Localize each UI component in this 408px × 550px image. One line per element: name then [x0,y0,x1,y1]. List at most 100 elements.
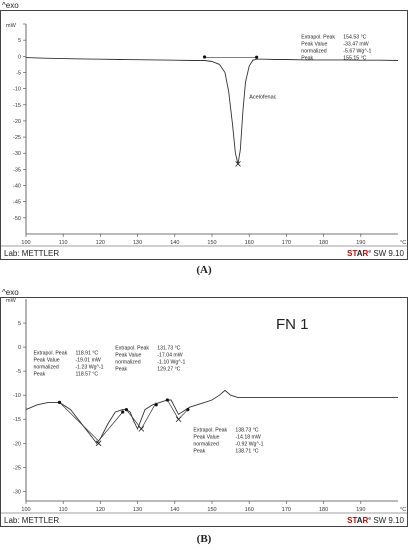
x-tick-label: 120 [96,240,105,246]
brand-r: R [363,249,369,258]
x-tick-label: 100 [21,240,30,246]
x-tick-label: 140 [170,240,179,246]
y-tick-label: -30 [13,151,21,157]
y-tick-label: -30 [13,489,21,495]
x-tick-label: 160 [245,507,254,513]
result-value: 138.73 °C [235,427,258,433]
footer-software-label: STARe SW 9.10 [347,516,404,525]
dsc-chart-a: ^exo mW °C 5 0 -5 -10 -15 -20 -25 -30 -35 -40 -45 -50 1… [0,0,408,260]
result-label: Extrapol. Peak [193,427,227,433]
x-tick-label: 140 [170,507,179,513]
baseline-point-marker [121,410,125,414]
x-tick-label: 130 [133,507,142,513]
result-label: Peak [193,448,205,454]
result-label: Peak [301,56,313,62]
footer-software-label: STARe SW 9.10 [347,249,404,258]
chart-title: FN 1 [276,316,309,333]
result-value: -5.67 Wg^-1 [343,49,371,55]
peak-result-block: Extrapol. Peak 138.73 °C Peak Value -14.18 … [193,427,263,454]
cross-stroke [235,161,241,167]
y-tick-label: -10 [13,393,21,399]
dsc-chart-b: ^exo mW °C 5 0 -5 -10 -15 -20 -25 -30 100 110 120 130 1… [0,287,408,527]
exo-label: ^exo [2,1,19,10]
result-value: 129.27 °C [157,367,180,373]
x-tick-label: 110 [59,507,68,513]
peak-cross-marker [235,161,241,167]
result-label: Peak Value [115,353,141,359]
chart-svg: ^exo mW °C 5 0 -5 -10 -15 -20 -25 -30 -35 -40 -45 -50 1… [0,1,408,260]
result-label: normalized [301,49,326,55]
y-tick-label: 5 [18,38,21,44]
baseline-point-marker [57,400,62,405]
baseline-point-marker [165,398,169,402]
result-value: -1.10 Wg^-1 [157,360,185,366]
result-value: 155.15 °C [343,56,366,62]
baseline-point-marker [186,408,190,412]
peak-cross-marker [175,416,182,423]
y-tick-label: -20 [13,119,21,125]
x-tick-label: 160 [245,240,254,246]
brand-a: A [357,516,363,525]
result-label: Extrapol. Peak [301,35,335,41]
y-tick-label: -5 [16,70,21,76]
result-value: 154.53 °C [343,35,366,41]
result-label: Peak [115,367,127,373]
x-tick-label: 180 [319,507,328,513]
x-tick-label: 190 [356,240,365,246]
x-tick-label: 180 [319,240,328,246]
y-tick-label: -25 [13,135,21,141]
x-tick-label: 170 [282,507,291,513]
x-tick-label: 120 [96,507,105,513]
x-tick-label: 150 [207,507,216,513]
y-unit-label: mW [6,23,17,29]
y-tick-label: -35 [13,167,21,173]
integration-baseline [167,399,189,420]
result-label: normalized [115,360,140,366]
caption-b: (B) [196,533,212,545]
brand-version: SW 9.10 [371,516,404,525]
footer-lab-label: Lab: METTLER [4,249,59,258]
result-value: 138.71 °C [235,448,258,454]
result-value: -14.18 mW [235,434,260,440]
y-tick-label: -45 [13,200,21,206]
peak-result-block: Extrapol. Peak 154.53 °C Peak Value -33.47 … [301,35,371,62]
y-tick-label: -15 [13,417,21,423]
result-label: Peak Value [33,357,59,363]
x-tick-label: 100 [21,507,30,513]
y-tick-label: -10 [13,87,21,93]
result-label: Peak Value [193,434,219,440]
y-tick-label: -50 [13,216,21,222]
baseline-point-marker [124,408,129,412]
brand-st: ST [347,516,357,525]
result-label: Extrapol. Peak [115,346,149,352]
baseline-point-marker [154,403,158,407]
y-tick-label: -25 [13,465,21,471]
peak-result-block: Extrapol. Peak 118.91 °C Peak Value -19.01 … [33,350,103,377]
brand-r: R [363,516,369,525]
result-value: 131.73 °C [157,346,180,352]
x-tick-label: 190 [356,507,365,513]
curve-annotation: Acelofenac [249,94,276,100]
brand-version: SW 9.10 [371,249,404,258]
result-label: Peak Value [301,42,327,48]
y-tick-label: -15 [13,103,21,109]
result-value: -0.92 Wg^-1 [235,441,263,447]
result-label: normalized [33,364,58,370]
x-tick-label: 170 [282,240,291,246]
cross-stroke [138,426,145,432]
x-tick-label: 130 [133,240,142,246]
y-unit-label: mW [6,298,17,304]
result-value: -33.47 mW [343,42,368,48]
brand-st: ST [347,249,357,258]
y-tick-label: -20 [13,441,21,447]
result-label: Peak [33,371,45,377]
x-tick-label: 110 [59,240,68,246]
brand-a: A [357,249,363,258]
series-line [25,57,399,165]
peak-result-block: Extrapol. Peak 131.73 °C Peak Value -17.04 … [115,346,185,373]
baseline-point-marker [202,55,207,59]
result-value: 118.91 °C [75,350,98,356]
brand-sup: e [368,516,371,522]
y-tick-label: 5 [18,321,21,327]
